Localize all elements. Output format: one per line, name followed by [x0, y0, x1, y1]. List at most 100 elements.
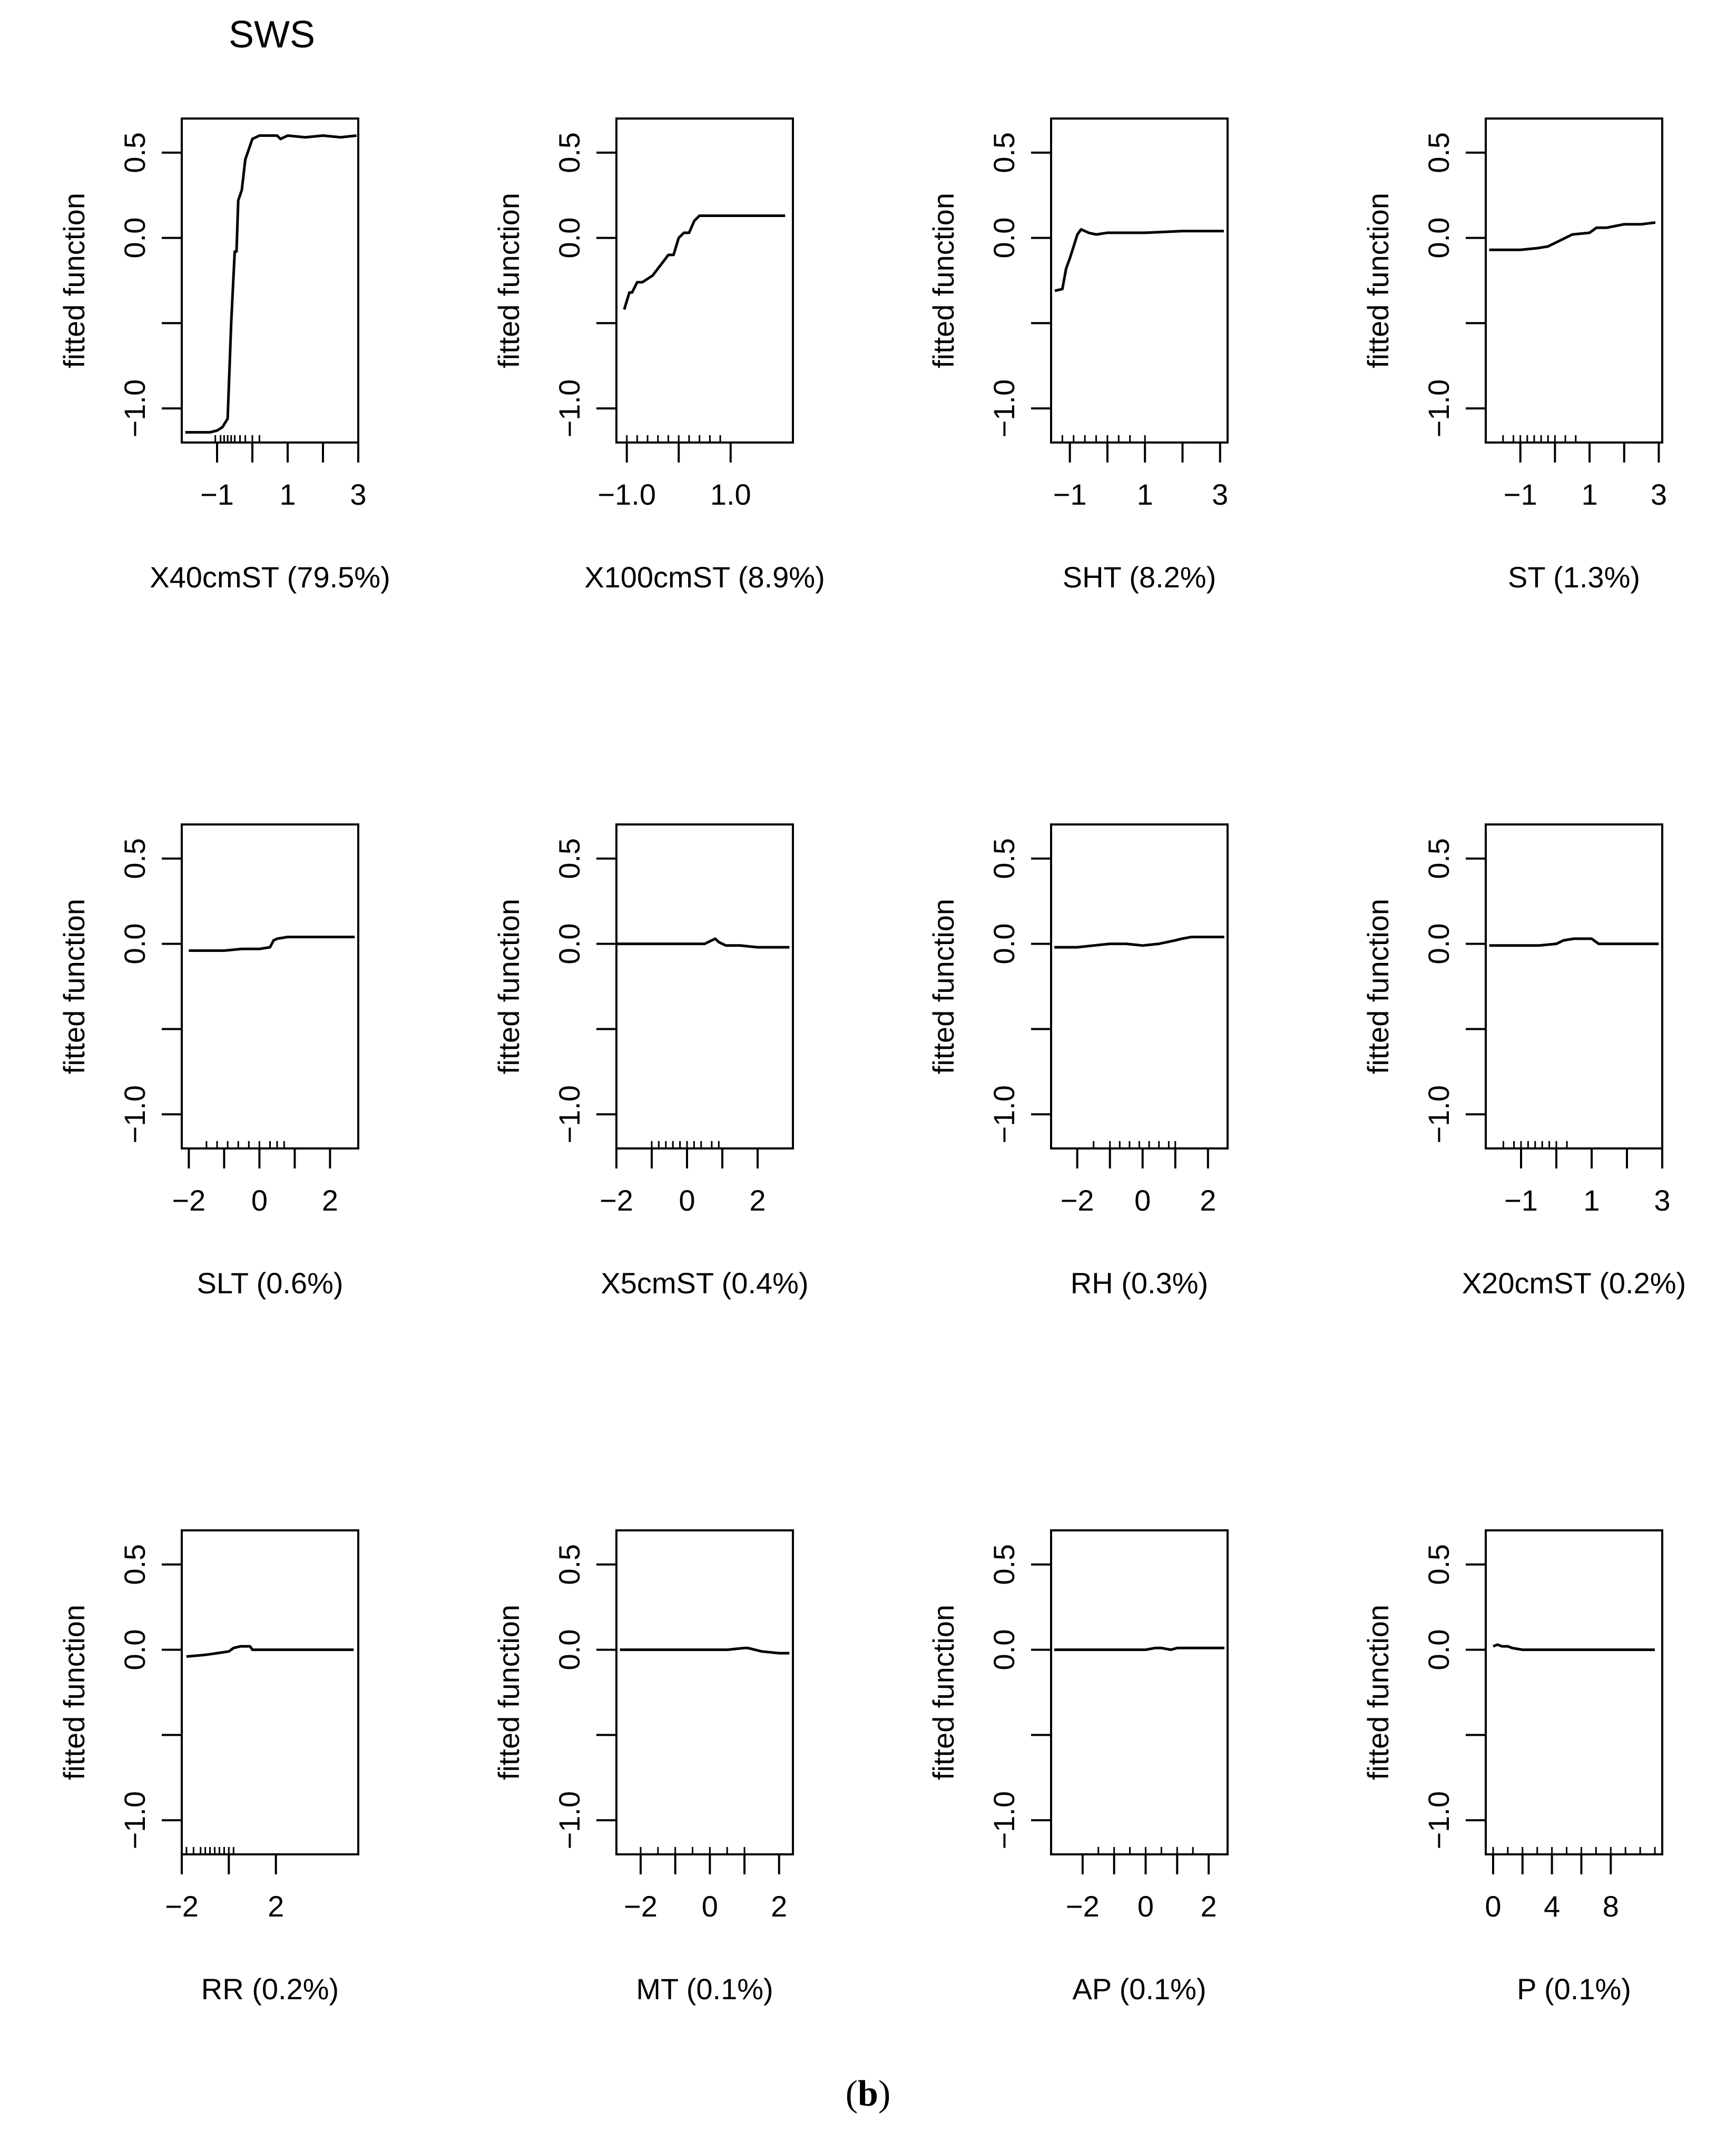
plot-frame: [1485, 117, 1663, 444]
y-tick-label: −1.0: [987, 1085, 1021, 1144]
x-tick-label: −1: [200, 478, 234, 511]
caption-close-paren: ): [878, 2074, 891, 2114]
x-tick-label: 1: [279, 478, 296, 511]
y-tick-label: 0.5: [987, 838, 1021, 879]
y-tick-label: 0.5: [118, 1544, 151, 1585]
panels-group: −1 1 3 0.5 0.0 −1.0 fitted function X40cmST (79…: [57, 117, 1686, 2006]
x-axis-label: X40cmST (79.5%): [150, 561, 390, 594]
x-tick-label: 0: [679, 1184, 695, 1217]
x-tick-label: 2: [322, 1184, 338, 1217]
plot-frame: [181, 1529, 359, 1855]
x-tick-label: 3: [1654, 1184, 1670, 1217]
x-tick-label: 2: [1201, 1890, 1217, 1923]
x-tick-label: 1: [1583, 1184, 1600, 1217]
chart-panel-10: −2 0 2 0.5 0.0 −1.0 fitted function MT (0.1%): [492, 1529, 794, 2006]
x-axis-label: SHT (8.2%): [1063, 561, 1216, 594]
x-tick-label: −2: [1061, 1184, 1094, 1217]
y-tick-label: −1.0: [118, 379, 151, 438]
y-tick-label: 0.5: [1422, 1544, 1455, 1585]
y-axis-label: fitted function: [492, 193, 525, 368]
x-tick-label: 8: [1603, 1890, 1619, 1923]
y-tick-label: −1.0: [553, 1791, 586, 1850]
y-tick-label: 0.5: [987, 1544, 1021, 1585]
x-tick-label: 3: [350, 478, 366, 511]
fitted-line: [1489, 937, 1659, 947]
y-tick-label: 0.5: [553, 132, 586, 173]
x-tick-label: 3: [1212, 478, 1228, 511]
y-axis-label: fitted function: [927, 193, 960, 368]
fitted-line: [189, 936, 355, 952]
chart-panel-4: −1 1 3 0.5 0.0 −1.0 fitted function ST (1.3%): [1361, 117, 1667, 594]
x-tick-label: 3: [1651, 478, 1667, 511]
y-tick-label: 0.0: [118, 218, 151, 259]
chart-panel-11: −2 0 2 0.5 0.0 −1.0 fitted function AP (0.1%): [927, 1529, 1229, 2006]
y-tick-label: 0.0: [987, 218, 1021, 259]
x-tick-label: 0: [251, 1184, 268, 1217]
y-tick-label: 0.5: [1422, 838, 1455, 879]
fitted-line: [185, 134, 357, 434]
y-tick-label: 0.0: [118, 1629, 151, 1670]
x-tick-label: 1: [1137, 478, 1153, 511]
caption-letter: b: [858, 2074, 878, 2114]
x-tick-label: −1: [1053, 478, 1087, 511]
fitted-line: [1493, 1643, 1655, 1652]
plot-frame: [615, 1529, 794, 1855]
x-tick-label: −1: [1504, 1184, 1538, 1217]
y-axis-label: fitted function: [927, 899, 960, 1074]
x-tick-label: −2: [624, 1890, 658, 1923]
fitted-line: [1489, 221, 1656, 251]
y-tick-label: 0.5: [118, 838, 151, 879]
x-axis-label: ST (1.3%): [1508, 561, 1640, 594]
x-tick-label: 0: [1134, 1184, 1151, 1217]
y-tick-label: −1.0: [987, 379, 1021, 438]
y-tick-label: −1.0: [118, 1085, 151, 1144]
y-tick-label: 0.0: [987, 1629, 1021, 1670]
fitted-line: [620, 1646, 790, 1655]
plot-frame: [1485, 823, 1663, 1149]
y-tick-label: −1.0: [553, 379, 586, 438]
y-axis-label: fitted function: [57, 1605, 91, 1780]
chart-panel-9: −2 2 0.5 0.0 −1.0 fitted function RR (0.2%): [57, 1529, 359, 2006]
y-tick-label: −1.0: [118, 1791, 151, 1850]
y-tick-label: 0.0: [1422, 923, 1455, 965]
y-tick-label: 0.5: [987, 132, 1021, 173]
x-axis-label: RR (0.2%): [201, 1972, 339, 2006]
y-axis-label: fitted function: [1361, 899, 1395, 1074]
fitted-line: [1054, 1646, 1224, 1652]
y-tick-label: 0.0: [553, 923, 586, 965]
y-tick-label: 0.5: [553, 1544, 586, 1585]
x-tick-label: −2: [165, 1890, 199, 1923]
chart-panel-8: −1 1 3 0.5 0.0 −1.0 fitted function X20cmST (0.…: [1361, 823, 1686, 1300]
y-tick-label: 0.5: [1422, 132, 1455, 173]
fitted-line: [1054, 936, 1224, 949]
x-axis-label: AP (0.1%): [1072, 1972, 1206, 2006]
figure-caption: (b): [0, 2073, 1736, 2115]
plot-frame: [1485, 1529, 1663, 1855]
chart-panel-6: −2 0 2 0.5 0.0 −1.0 fitted function X5cmST (0.4…: [492, 823, 809, 1300]
x-tick-label: 0: [1485, 1890, 1501, 1923]
x-tick-label: 4: [1544, 1890, 1560, 1923]
plot-frame: [1050, 117, 1229, 444]
plot-frame: [181, 823, 359, 1149]
y-axis-label: fitted function: [57, 899, 91, 1074]
x-tick-label: −1: [1504, 478, 1537, 511]
x-axis-label: RH (0.3%): [1071, 1266, 1208, 1300]
x-tick-label: 0: [1137, 1890, 1154, 1923]
y-tick-label: 0.0: [118, 923, 151, 965]
x-axis-label: X20cmST (0.2%): [1462, 1266, 1686, 1300]
x-tick-label: −2: [172, 1184, 205, 1217]
y-axis-label: fitted function: [1361, 193, 1395, 368]
caption-open-paren: (: [845, 2074, 858, 2114]
x-tick-label: 2: [268, 1890, 284, 1923]
y-tick-label: 0.5: [118, 132, 151, 173]
plot-frame: [1050, 823, 1229, 1149]
chart-panel-7: −2 0 2 0.5 0.0 −1.0 fitted function RH (0.3%): [927, 823, 1229, 1300]
x-tick-label: 2: [749, 1184, 766, 1217]
y-tick-label: −1.0: [987, 1791, 1021, 1850]
y-tick-label: 0.0: [553, 1629, 586, 1670]
y-axis-label: fitted function: [57, 193, 91, 368]
y-axis-label: fitted function: [492, 1605, 525, 1780]
y-axis-label: fitted function: [1361, 1605, 1395, 1780]
x-tick-label: 0: [702, 1890, 718, 1923]
